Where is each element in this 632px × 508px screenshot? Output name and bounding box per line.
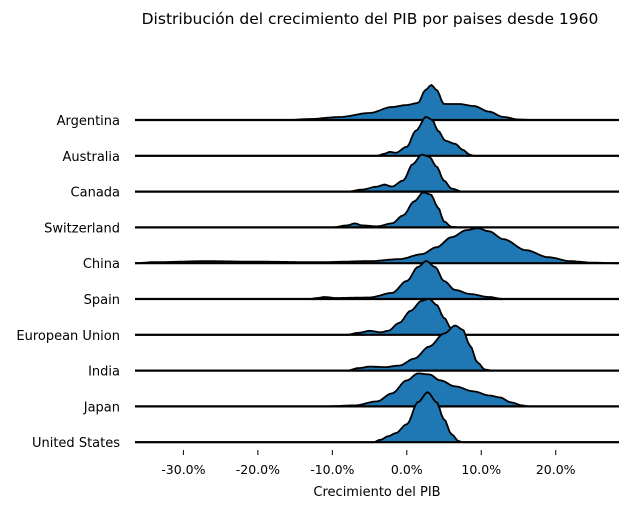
x-tick-label: 0.0%: [391, 462, 423, 477]
ridge-argentina: Argentina: [57, 83, 619, 129]
ridge-outline: [135, 116, 619, 157]
ridge-label: Japan: [83, 400, 120, 415]
chart-title: Distribución del crecimiento del PIB por…: [142, 10, 599, 28]
x-tick-label: 10.0%: [461, 462, 501, 477]
x-tick-label: 20.0%: [536, 462, 576, 477]
ridge-switzerland: Switzerland: [44, 191, 619, 236]
x-axis: -30.0% -20.0% -10.0% 0.0% 10.0% 20.0%: [161, 450, 576, 477]
ridge-outline: [135, 372, 619, 408]
ridge-area: [135, 298, 619, 335]
ridge-label: China: [83, 257, 120, 272]
x-axis-label: Crecimiento del PIB: [313, 485, 440, 500]
ridges: Argentina Australia Canada Switzerland China…: [16, 83, 619, 451]
ridge-label: Australia: [62, 150, 120, 165]
ridge-outline: [135, 260, 619, 300]
ridge-label: Canada: [71, 186, 120, 201]
ridge-label: European Union: [16, 329, 120, 344]
ridge-outline: [135, 227, 619, 265]
ridge-european-union: European Union: [16, 297, 619, 344]
ridge-outline: [135, 297, 619, 336]
x-tick-label: -20.0%: [236, 462, 280, 477]
ridge-outline: [135, 153, 619, 193]
ridge-area: [135, 117, 619, 156]
ridge-australia: Australia: [62, 116, 619, 165]
ridge-india: India: [88, 324, 619, 380]
ridge-china: China: [83, 227, 619, 272]
ridge-label: Switzerland: [44, 221, 120, 236]
ridge-united-states: United States: [32, 391, 619, 451]
ridge-area: [135, 392, 619, 443]
ridge-label: United States: [32, 436, 120, 451]
ridge-japan: Japan: [83, 372, 619, 415]
ridge-label: Argentina: [57, 114, 120, 129]
ridge-area: [135, 85, 619, 120]
ridge-label: India: [88, 365, 120, 380]
ridge-outline: [135, 391, 619, 444]
ridge-spain: Spain: [84, 260, 619, 308]
ridge-canada: Canada: [71, 153, 619, 201]
ridge-area: [135, 192, 619, 228]
ridge-label: Spain: [84, 293, 120, 308]
ridge-area: [135, 261, 619, 299]
x-tick-label: -10.0%: [310, 462, 354, 477]
x-tick-label: -30.0%: [161, 462, 205, 477]
ridge-outline: [135, 191, 619, 229]
